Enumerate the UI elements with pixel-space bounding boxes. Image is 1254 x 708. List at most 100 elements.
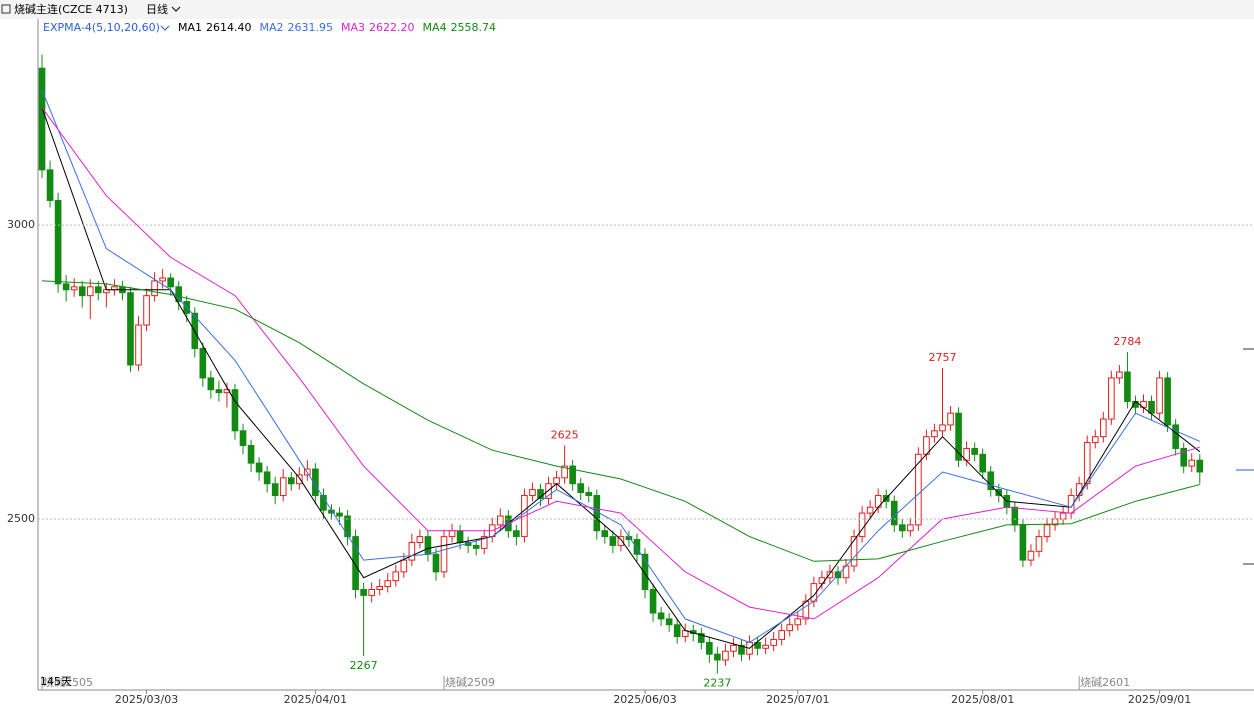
candle-body (714, 653, 721, 661)
candle-body (665, 618, 673, 626)
candle-body (697, 633, 705, 643)
candle-body (818, 577, 826, 585)
legend-value: 2614.40 (206, 21, 252, 34)
candle-body (802, 600, 810, 620)
legend-value: 2558.74 (451, 21, 497, 34)
candle-body (770, 638, 777, 646)
candle-body (440, 536, 448, 573)
candle-body (46, 169, 54, 201)
candle-body (858, 512, 866, 538)
candle-body (1188, 459, 1196, 467)
candle-body (62, 283, 70, 291)
candle-body (496, 515, 504, 526)
legend-name: MA1 (178, 21, 202, 34)
indicator-caret[interactable] (160, 25, 170, 31)
candle-body (167, 277, 174, 288)
candle-body (38, 67, 46, 171)
candle-body (1011, 506, 1019, 526)
candle-body (931, 430, 938, 438)
candle-body (360, 589, 367, 596)
candle-body (239, 430, 247, 447)
extreme-label: 2625 (551, 429, 579, 442)
candle-body (826, 571, 834, 579)
candle-body (1027, 550, 1035, 561)
period-caret[interactable] (171, 6, 181, 12)
candle-body (344, 515, 351, 538)
period[interactable]: 日线 (146, 2, 168, 16)
x-tick-label: 2025/08/01 (951, 693, 1014, 706)
candle-body (1164, 377, 1171, 426)
candle-body (151, 280, 158, 297)
candle-body (143, 295, 150, 326)
candle-body (1116, 371, 1123, 379)
candle-body (175, 286, 183, 303)
candle-body (866, 506, 874, 514)
legend-name: MA4 (423, 21, 447, 34)
candle-body (1180, 447, 1188, 467)
candle-body (1099, 418, 1107, 438)
candle-body (54, 199, 62, 285)
days-label: 145天 (40, 675, 72, 688)
candle-body (312, 468, 319, 496)
candle-body (1108, 377, 1115, 420)
candle-body (1043, 524, 1051, 538)
x-tick-label: 2025/07/01 (766, 693, 829, 706)
candle-body (850, 536, 858, 567)
candle-body (223, 389, 231, 394)
candle-body (617, 536, 625, 546)
candle-body (408, 541, 416, 561)
indicator[interactable]: EXPMA-4(5,10,20,60) (43, 21, 160, 34)
candle-body (995, 489, 1003, 496)
candle-body (1124, 371, 1131, 402)
candle-body (955, 412, 962, 461)
candle-body (159, 277, 166, 282)
candle-body (456, 530, 464, 543)
candle-body (207, 377, 215, 391)
candle-body (480, 536, 488, 549)
candle-body (585, 492, 593, 496)
extreme-label: 2267 (350, 659, 378, 672)
candle-body (762, 644, 769, 649)
candle-body (987, 471, 995, 491)
y-tick-label: 3000 (7, 218, 35, 231)
candle-body (1019, 524, 1027, 561)
legend-value: 2622.20 (369, 21, 415, 34)
candle-body (907, 524, 914, 532)
candle-body (947, 412, 954, 426)
candle-body (215, 389, 223, 394)
candle-body (657, 612, 665, 620)
candle-body (898, 524, 906, 532)
candle-body (971, 447, 978, 455)
candle-body (545, 483, 552, 499)
candle-body (601, 530, 609, 538)
chart-title: 烧碱主连(CZCE 4713) (14, 3, 128, 16)
candle-body (295, 474, 303, 485)
candle-body (778, 630, 786, 640)
candle-body (1035, 536, 1043, 552)
candle-body (1156, 377, 1163, 414)
candle-body (963, 447, 970, 461)
candle-body (529, 489, 536, 496)
contract-label: 烧碱2509 (445, 676, 495, 689)
candle-body (738, 644, 745, 655)
candle-body (279, 477, 287, 496)
candle-body (553, 477, 560, 485)
candle-body (247, 445, 255, 464)
candle-body (979, 453, 987, 473)
candle-body (352, 536, 359, 591)
candle-body (127, 292, 134, 366)
candle-body (513, 530, 520, 538)
candle-body (786, 624, 794, 632)
candle-body (400, 559, 408, 573)
candle-body (384, 580, 392, 588)
menu-icon[interactable] (1, 4, 11, 14)
extreme-label: 2784 (1113, 335, 1141, 348)
x-tick-label: 2025/04/01 (284, 693, 347, 706)
candle-body (706, 641, 713, 655)
candle-body (416, 536, 424, 543)
candle-body (722, 650, 729, 661)
candle-body (70, 286, 78, 291)
candle-body (577, 483, 585, 494)
